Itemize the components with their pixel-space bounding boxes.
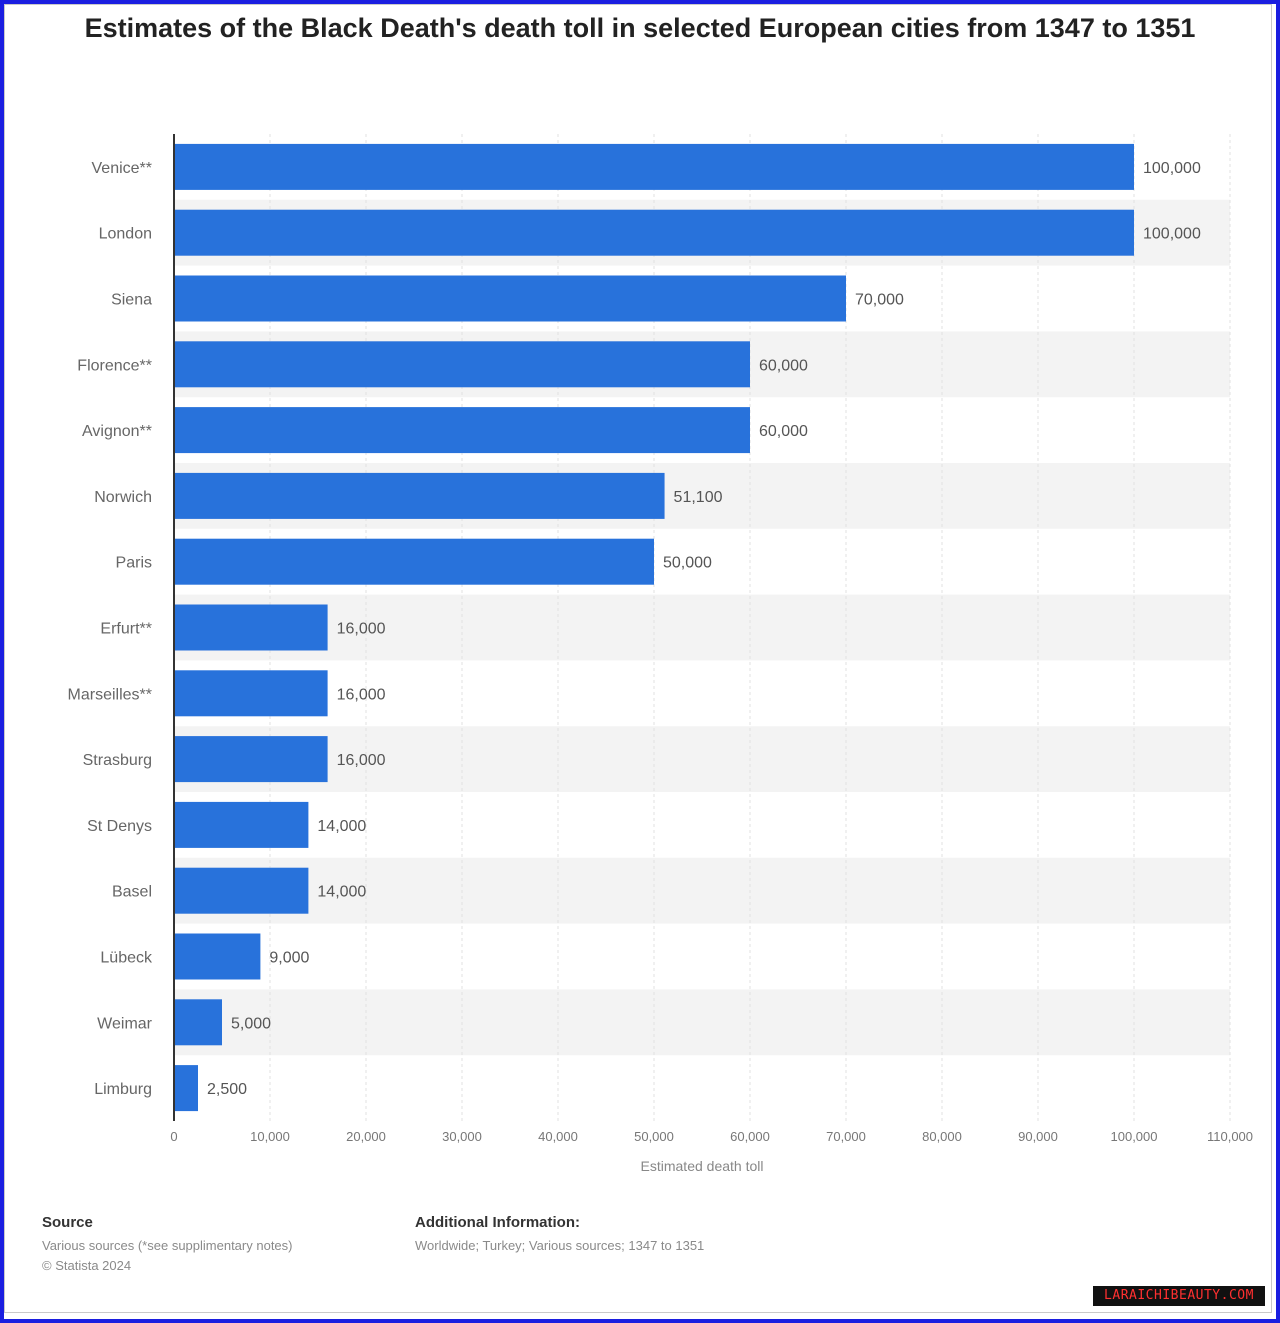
value-label-13: 5,000 bbox=[231, 1015, 271, 1032]
row-band bbox=[174, 857, 1230, 924]
bar-9 bbox=[174, 736, 328, 783]
category-label-10: St Denys bbox=[87, 818, 152, 835]
row-band bbox=[174, 726, 1230, 792]
value-label-2: 70,000 bbox=[855, 292, 904, 309]
category-label-7: Erfurt** bbox=[100, 621, 152, 638]
category-label-2: Siena bbox=[111, 292, 152, 309]
bar-2 bbox=[174, 275, 846, 322]
category-label-0: Venice** bbox=[92, 160, 153, 177]
source-heading: Source bbox=[42, 1214, 93, 1231]
value-label-11: 14,000 bbox=[317, 884, 366, 901]
x-tick-label-0: 0 bbox=[170, 1129, 177, 1144]
x-tick-label-10: 100,000 bbox=[1111, 1129, 1158, 1144]
bar-12 bbox=[174, 933, 261, 980]
bar-0 bbox=[174, 143, 1134, 190]
value-label-9: 16,000 bbox=[337, 752, 386, 769]
value-label-8: 16,000 bbox=[337, 686, 386, 703]
category-label-9: Strasburg bbox=[83, 752, 152, 769]
category-label-8: Marseilles** bbox=[68, 686, 152, 703]
value-label-4: 60,000 bbox=[759, 423, 808, 440]
chart-border bbox=[4, 4, 1272, 1313]
row-band bbox=[174, 989, 1230, 1056]
bar-14 bbox=[174, 1065, 198, 1112]
bar-1 bbox=[174, 209, 1134, 256]
value-label-1: 100,000 bbox=[1143, 226, 1201, 243]
bar-8 bbox=[174, 670, 328, 717]
bar-10 bbox=[174, 801, 309, 848]
value-label-6: 50,000 bbox=[663, 555, 712, 572]
value-label-12: 9,000 bbox=[269, 950, 309, 967]
category-label-13: Weimar bbox=[97, 1015, 152, 1032]
x-tick-label-7: 70,000 bbox=[826, 1129, 866, 1144]
category-label-4: Avignon** bbox=[82, 423, 152, 440]
x-tick-label-6: 60,000 bbox=[730, 1129, 770, 1144]
bar-13 bbox=[174, 999, 222, 1046]
value-label-5: 51,100 bbox=[674, 489, 723, 506]
category-label-6: Paris bbox=[116, 555, 152, 572]
x-tick-label-3: 30,000 bbox=[442, 1129, 482, 1144]
x-tick-label-9: 90,000 bbox=[1018, 1129, 1058, 1144]
category-label-5: Norwich bbox=[94, 489, 152, 506]
value-label-7: 16,000 bbox=[337, 621, 386, 638]
copyright-line: © Statista 2024 bbox=[42, 1258, 132, 1273]
category-label-3: Florence** bbox=[77, 357, 152, 374]
source-line-1: Various sources (*see supplimentary note… bbox=[42, 1238, 293, 1253]
x-tick-label-8: 80,000 bbox=[922, 1129, 962, 1144]
x-tick-label-1: 10,000 bbox=[250, 1129, 290, 1144]
category-label-1: London bbox=[99, 226, 152, 243]
x-tick-label-4: 40,000 bbox=[538, 1129, 578, 1144]
value-label-14: 2,500 bbox=[207, 1081, 247, 1098]
chart-title: Estimates of the Black Death's death tol… bbox=[84, 13, 1196, 43]
watermark-logo: LARAICHIBEAUTY.COM bbox=[1093, 1286, 1265, 1306]
bar-3 bbox=[174, 341, 750, 388]
x-tick-label-11: 110,000 bbox=[1207, 1129, 1253, 1144]
x-axis-title: Estimated death toll bbox=[641, 1158, 764, 1174]
row-band bbox=[174, 594, 1230, 661]
value-label-10: 14,000 bbox=[317, 818, 366, 835]
additional-info-heading: Additional Information: bbox=[415, 1214, 580, 1231]
bar-4 bbox=[174, 407, 750, 454]
category-label-14: Limburg bbox=[94, 1081, 152, 1098]
category-label-11: Basel bbox=[112, 884, 152, 901]
value-label-0: 100,000 bbox=[1143, 160, 1201, 177]
additional-info-text: Worldwide; Turkey; Various sources; 1347… bbox=[415, 1238, 705, 1253]
value-label-3: 60,000 bbox=[759, 357, 808, 374]
x-tick-label-2: 20,000 bbox=[346, 1129, 386, 1144]
bar-11 bbox=[174, 867, 309, 914]
category-label-12: Lübeck bbox=[100, 950, 153, 967]
bar-5 bbox=[174, 472, 665, 519]
source-text: Various sources (*see supplimentary note… bbox=[42, 1236, 293, 1276]
bar-6 bbox=[174, 538, 654, 585]
bar-7 bbox=[174, 604, 328, 651]
bar-chart: 100,000 Venice** 100,000 London 70,000 Siena 6… bbox=[68, 134, 1253, 1174]
x-tick-label-5: 50,000 bbox=[634, 1129, 674, 1144]
